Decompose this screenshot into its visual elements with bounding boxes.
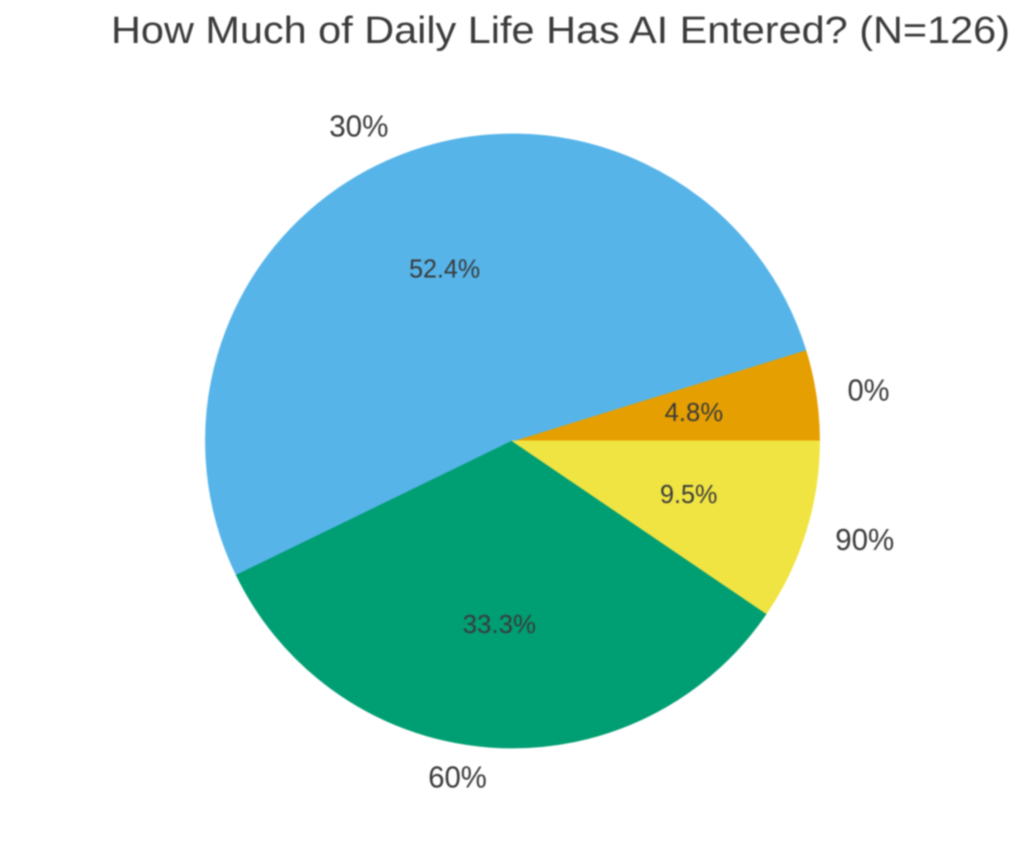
svg-text:90%: 90% bbox=[835, 523, 894, 557]
svg-text:33.3%: 33.3% bbox=[463, 611, 536, 639]
svg-text:4.8%: 4.8% bbox=[665, 399, 724, 427]
svg-text:52.4%: 52.4% bbox=[409, 255, 480, 283]
svg-text:9.5%: 9.5% bbox=[660, 481, 717, 509]
svg-text:30%: 30% bbox=[329, 109, 388, 143]
svg-text:How Much of Daily Life Has AI: How Much of Daily Life Has AI Entered? (… bbox=[111, 9, 1010, 52]
svg-text:60%: 60% bbox=[428, 760, 487, 794]
svg-text:0%: 0% bbox=[848, 374, 890, 408]
